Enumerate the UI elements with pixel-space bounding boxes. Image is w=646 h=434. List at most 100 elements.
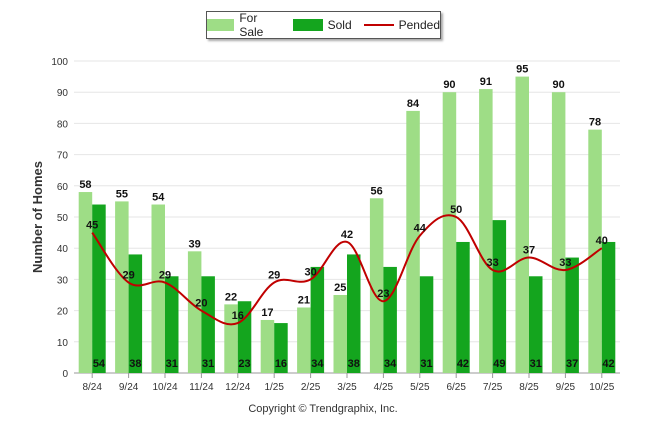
y-tick-label: 10: [57, 338, 69, 349]
bar-for-sale: [479, 89, 493, 373]
x-tick-label: 8/25: [519, 382, 539, 393]
data-label-for-sale: 21: [298, 294, 310, 306]
legend-label-pended: Pended: [398, 18, 440, 32]
legend-item-pended[interactable]: Pended: [363, 18, 440, 32]
data-label-pended: 16: [232, 310, 244, 322]
data-label-for-sale: 91: [480, 76, 492, 88]
x-tick-label: 11/24: [189, 382, 214, 393]
data-label-for-sale: 58: [79, 179, 91, 191]
bar-for-sale: [297, 307, 311, 373]
data-label-pended: 40: [596, 235, 608, 247]
y-axis-label: Number of Homes: [30, 161, 45, 273]
data-label-pended: 44: [414, 223, 427, 235]
bar-sold: [601, 241, 616, 373]
y-tick-label: 100: [51, 57, 68, 68]
data-label-pended: 37: [523, 245, 535, 257]
bar-for-sale: [588, 129, 602, 373]
y-tick-label: 20: [57, 307, 69, 318]
data-label-pended: 20: [195, 298, 207, 310]
data-label-sold: 23: [238, 358, 250, 370]
data-label-for-sale: 22: [225, 291, 237, 303]
data-label-sold: 42: [457, 358, 469, 370]
bar-sold: [565, 257, 579, 373]
bar-for-sale: [406, 110, 420, 374]
bar-for-sale: [151, 204, 165, 373]
legend-swatch-for-sale: [207, 19, 235, 31]
x-tick-label: 12/24: [225, 382, 250, 393]
legend-item-sold[interactable]: Sold: [292, 18, 352, 32]
data-label-for-sale: 39: [189, 238, 201, 250]
legend-label-sold: Sold: [327, 18, 352, 32]
bar-sold: [492, 220, 507, 373]
bar-for-sale: [224, 304, 238, 373]
data-label-for-sale: 90: [443, 79, 455, 91]
bar-sold: [92, 204, 106, 373]
bar-for-sale: [551, 92, 566, 373]
data-label-sold: 34: [384, 358, 397, 370]
data-label-pended: 30: [304, 266, 316, 278]
bar-for-sale: [333, 295, 347, 373]
data-label-pended: 50: [450, 204, 462, 216]
bar-sold: [529, 276, 543, 373]
y-tick-label: 90: [57, 88, 69, 99]
data-label-sold: 37: [566, 358, 578, 370]
x-tick-label: 7/25: [483, 382, 503, 393]
x-tick-label: 2/25: [301, 382, 321, 393]
y-tick-label: 80: [57, 119, 69, 130]
bar-for-sale: [442, 92, 457, 373]
bar-sold: [456, 241, 470, 373]
x-tick-label: 9/25: [556, 382, 576, 393]
data-label-pended: 23: [377, 288, 389, 300]
x-tick-label: 4/25: [374, 382, 394, 393]
legend-swatch-pended: [363, 24, 394, 26]
data-label-sold: 31: [420, 358, 432, 370]
legend-swatch-sold: [292, 19, 323, 31]
data-label-pended: 29: [268, 270, 280, 282]
bar-sold: [165, 276, 179, 373]
data-label-sold: 54: [93, 358, 106, 370]
x-tick-label: 6/25: [446, 382, 466, 393]
data-label-sold: 34: [311, 358, 324, 370]
data-label-pended: 45: [86, 220, 98, 232]
bar-sold: [347, 254, 361, 373]
bar-for-sale: [78, 192, 93, 373]
legend-item-for-sale[interactable]: For Sale: [207, 11, 281, 39]
bar-for-sale: [115, 201, 129, 373]
data-label-pended: 29: [122, 270, 134, 282]
y-tick-label: 30: [57, 275, 69, 286]
x-tick-label: 10/25: [589, 382, 614, 393]
bar-sold: [201, 276, 215, 373]
x-tick-label: 1/25: [264, 382, 284, 393]
legend-label-for-sale: For Sale: [239, 11, 264, 39]
data-label-sold: 38: [129, 358, 141, 370]
y-tick-label: 50: [57, 213, 69, 224]
data-label-sold: 16: [275, 358, 287, 370]
data-label-sold: 31: [530, 358, 542, 370]
bar-for-sale: [515, 76, 529, 373]
y-tick-label: 40: [57, 244, 69, 255]
data-label-sold: 31: [202, 358, 214, 370]
bar-sold: [310, 266, 325, 373]
data-label-pended: 42: [341, 229, 353, 241]
data-label-pended: 33: [486, 257, 498, 269]
data-label-sold: 31: [166, 358, 178, 370]
bar-sold: [274, 323, 288, 373]
data-label-for-sale: 55: [116, 188, 128, 200]
data-label-for-sale: 84: [407, 98, 420, 110]
x-tick-label: 8/24: [82, 382, 102, 393]
legend: For Sale Sold Pended: [206, 11, 441, 39]
bar-sold: [419, 276, 434, 373]
data-label-for-sale: 95: [516, 64, 528, 76]
data-label-for-sale: 90: [553, 79, 565, 91]
data-label-sold: 42: [602, 358, 614, 370]
data-label-for-sale: 17: [261, 307, 273, 319]
bar-sold: [383, 266, 397, 373]
data-label-pended: 33: [559, 257, 571, 269]
data-label-for-sale: 25: [334, 282, 346, 294]
data-label-for-sale: 78: [589, 117, 601, 129]
x-tick-label: 10/24: [152, 382, 177, 393]
y-tick-label: 0: [62, 369, 68, 380]
bar-for-sale: [260, 319, 275, 373]
data-label-for-sale: 56: [371, 185, 383, 197]
